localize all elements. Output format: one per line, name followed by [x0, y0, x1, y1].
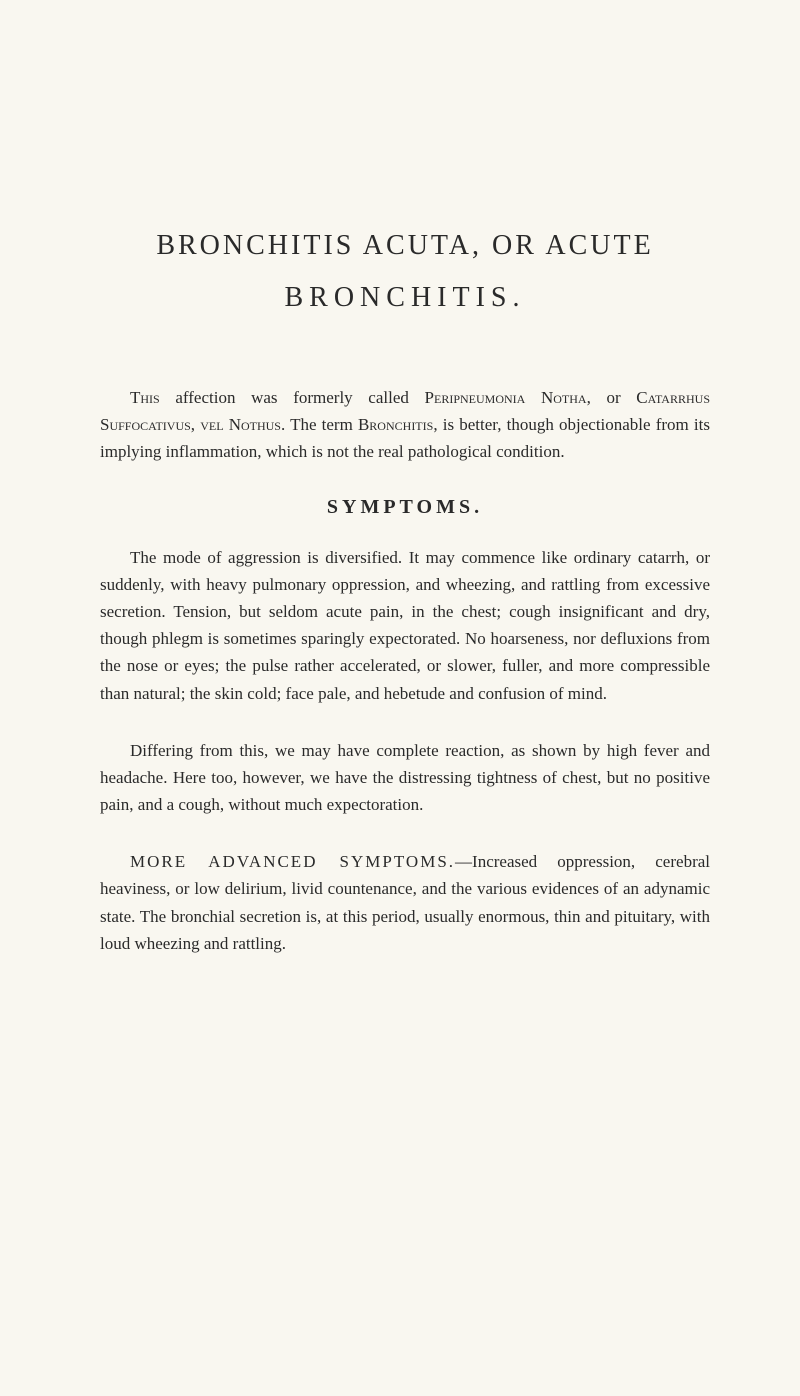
intro-paragraph: This affection was formerly called Perip…: [100, 384, 710, 466]
symptoms-heading: SYMPTOMS.: [100, 496, 710, 519]
advanced-symptoms-paragraph: MORE ADVANCED SYMPTOMS.—Increased oppres…: [100, 848, 710, 957]
intro-text-3: . The term: [281, 415, 358, 434]
intro-term-1: Peripneumonia Notha: [425, 388, 587, 407]
intro-text-1: affection was formerly called: [160, 388, 425, 407]
intro-term-3: Bronchitis: [358, 415, 433, 434]
title-main: BRONCHITIS ACUTA, OR ACUTE: [100, 230, 710, 262]
advanced-heading: MORE ADVANCED SYMPTOMS.: [130, 852, 455, 871]
symptoms-paragraph-2: Differing from this, we may have complet…: [100, 737, 710, 819]
title-sub: BRONCHITIS.: [100, 282, 710, 314]
intro-text-2: , or: [587, 388, 637, 407]
symptoms-paragraph-1: The mode of aggression is diversified. I…: [100, 544, 710, 707]
intro-lead: This: [130, 388, 160, 407]
